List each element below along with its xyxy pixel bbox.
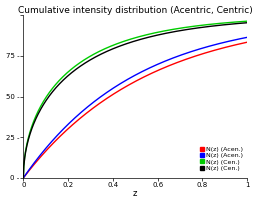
N(z) (Acentric) — [239, 37, 242, 40]
N(z) (Centric) — [142, 37, 146, 40]
Line: N(z) (Acentric): N(z) (Acentric) — [23, 42, 246, 178]
N(z) (Acentric) — [154, 63, 157, 66]
N(z) (Centric) — [128, 41, 131, 44]
N(z) (Centric) — [239, 20, 242, 23]
N(z) (Acentric) — [204, 46, 208, 48]
N(z) (Acentric) — [142, 69, 146, 72]
Line: N(z) (Centric): N(z) (Centric) — [23, 23, 246, 178]
N(z) (Centric) — [22, 177, 25, 179]
N(z) (Centric) — [129, 38, 132, 40]
N(z) (Centric) — [204, 23, 208, 26]
N(z) (Centric) — [142, 34, 146, 37]
N(z) (Centric) — [128, 38, 131, 41]
Line: N(z) (Centric): N(z) (Centric) — [23, 21, 246, 178]
N(z) (Centric) — [204, 26, 208, 28]
N(z) (Acentric) — [128, 83, 131, 86]
Line: N(z) (Acentric): N(z) (Acentric) — [23, 37, 246, 178]
N(z) (Acentric) — [129, 82, 132, 85]
N(z) (Centric) — [245, 20, 248, 22]
N(z) (Acentric) — [154, 70, 157, 72]
N(z) (Acentric) — [245, 36, 248, 39]
N(z) (Acentric) — [22, 177, 25, 179]
N(z) (Acentric) — [129, 76, 132, 79]
N(z) (Centric) — [22, 177, 25, 179]
Legend: N(z) (Acen.), N(z) (Acen.), N(z) (Cen.), N(z) (Cen.): N(z) (Acen.), N(z) (Acen.), N(z) (Cen.),… — [198, 146, 243, 172]
Title: Cumulative intensity distribution (Acentric, Centric): Cumulative intensity distribution (Acent… — [18, 6, 252, 14]
N(z) (Centric) — [129, 41, 132, 43]
N(z) (Acentric) — [239, 42, 242, 45]
N(z) (Centric) — [154, 34, 157, 37]
N(z) (Acentric) — [22, 177, 25, 179]
X-axis label: z: z — [133, 190, 137, 198]
N(z) (Acentric) — [128, 77, 131, 79]
N(z) (Acentric) — [245, 41, 248, 43]
N(z) (Acentric) — [204, 51, 208, 54]
N(z) (Centric) — [239, 22, 242, 24]
N(z) (Centric) — [154, 31, 157, 34]
N(z) (Acentric) — [142, 75, 146, 78]
N(z) (Centric) — [245, 21, 248, 24]
